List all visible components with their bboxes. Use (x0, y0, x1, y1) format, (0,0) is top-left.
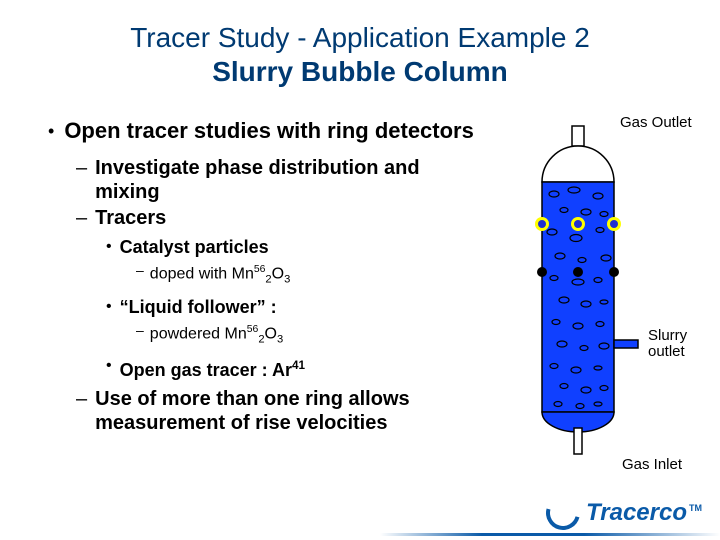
logo-text: TracercoTM (586, 499, 702, 527)
dash-icon: – (76, 387, 87, 411)
text-fragment: doped with Mn (150, 265, 254, 282)
tracer-liquid: “Liquid follower” : (120, 296, 277, 318)
superscript: 56 (247, 324, 259, 335)
text-fragment: Tracerco (586, 499, 687, 526)
subscript: 3 (277, 333, 283, 345)
brand-logo: TracercoTM (546, 496, 702, 530)
tracer-open-gas: Open gas tracer : Ar41 (120, 355, 305, 381)
label-slurry-outlet: Slurry outlet (648, 328, 698, 360)
bullet-dot: • (106, 355, 112, 377)
subscript: 3 (284, 274, 290, 286)
bullet-dot: • (106, 236, 112, 258)
main-bullet: Open tracer studies with ring detectors (64, 118, 474, 144)
text-fragment: O (272, 265, 284, 282)
dash-icon: – (76, 156, 87, 180)
column-svg (520, 120, 700, 480)
sub-bullet-2: Tracers (95, 206, 166, 230)
logo-swoosh-icon (540, 490, 586, 536)
title-line-1: Tracer Study - Application Example 2 (0, 22, 720, 54)
dash-icon: – (76, 206, 87, 230)
bullet-dot: • (106, 296, 112, 318)
text-fragment: O (265, 325, 277, 342)
dash-icon: – (136, 320, 144, 340)
label-gas-outlet: Gas Outlet (620, 114, 692, 131)
tracer-catalyst: Catalyst particles (120, 236, 269, 258)
label-gas-inlet: Gas Inlet (622, 456, 682, 473)
sub-bullet-final: Use of more than one ring allows measure… (95, 387, 478, 435)
logo-underline (380, 533, 720, 536)
bullet-dot: • (48, 118, 54, 144)
column-diagram: Gas Outlet Slurry outlet Gas Inlet (520, 120, 700, 500)
text-fragment: Open gas tracer : Ar (120, 360, 292, 380)
tracer-liquid-detail: powdered Mn562O3 (150, 320, 283, 350)
tracer-catalyst-detail: doped with Mn562O3 (150, 260, 291, 290)
bullet-content: • Open tracer studies with ring detector… (48, 118, 478, 437)
title-line-2: Slurry Bubble Column (0, 56, 720, 88)
trademark: TM (687, 503, 702, 513)
superscript: 41 (292, 359, 305, 372)
dash-icon: – (136, 260, 144, 280)
sub-bullet-1: Investigate phase distribution and mixin… (95, 156, 478, 204)
superscript: 56 (254, 264, 266, 275)
text-fragment: powdered Mn (150, 325, 247, 342)
